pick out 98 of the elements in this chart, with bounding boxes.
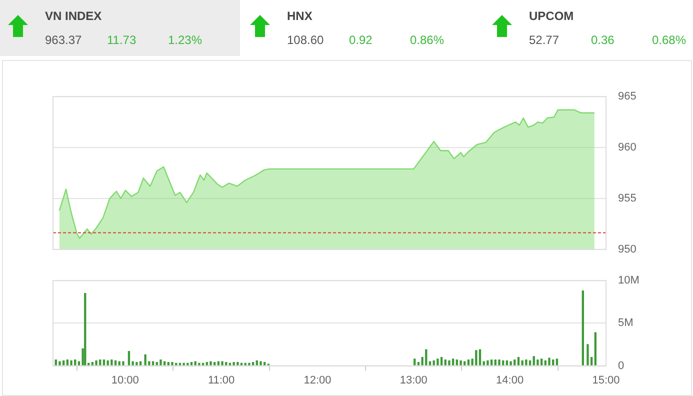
bar [525,360,528,366]
y-tick-label: 950 [618,243,636,256]
bar [122,361,124,366]
bar [452,358,454,366]
bar [136,362,138,366]
bar [436,358,439,366]
bar [540,358,543,366]
bar [490,360,493,366]
bar [54,360,57,366]
bar [152,361,154,366]
bar [486,360,489,366]
bar [594,332,596,366]
bar [460,360,462,366]
y-tick-label: 5M [618,317,634,330]
bar [206,362,208,366]
bar [552,360,554,366]
bar [217,361,220,366]
bar [144,354,146,366]
y-tick-label: 955 [618,192,636,204]
bar [99,360,102,366]
bar [582,290,584,366]
bar [440,356,443,366]
bar [517,356,520,366]
bar [475,350,478,366]
x-tick-label: 14:00 [496,374,524,386]
bar [428,361,432,366]
x-tick-label: 11:00 [208,374,235,386]
text: 52.77 [529,33,560,47]
bar [102,360,106,366]
bar [91,362,94,366]
text: UPCOM [529,9,574,23]
bar [190,362,193,366]
bar [156,362,158,366]
bar [510,361,512,366]
bar [264,362,266,366]
bar [84,293,86,366]
bar [213,362,216,366]
text: 0.92 [349,33,372,47]
bar [464,361,466,366]
text: HNX [287,9,312,23]
y-tick-label: 960 [618,142,636,154]
bar [70,360,72,366]
bar [160,360,162,366]
bar [110,360,113,366]
bar [171,362,174,366]
bar [414,358,416,366]
bar [118,361,120,366]
bar [66,360,69,366]
bar [236,362,239,366]
x-tick-label: 13:00 [400,374,428,386]
bar [478,349,482,366]
text: VN INDEX [45,9,102,23]
bar [232,362,235,366]
bar [210,361,212,366]
bar [586,344,589,366]
bar [106,360,109,366]
bar [448,360,450,366]
bar [225,362,228,366]
text: 0.86% [410,33,444,47]
y-tick-label: 0 [618,360,624,372]
bar [556,358,558,366]
bar [482,361,485,366]
bar [425,349,428,366]
bar [494,360,496,366]
bar [163,361,166,366]
bar [252,362,254,366]
text: 1.23% [168,33,202,47]
bar [139,361,142,366]
bar [456,360,458,366]
bar [198,362,200,366]
x-tick-label: 15:00 [592,374,620,386]
x-tick-label: 10:00 [111,374,139,386]
text: 11.73 [107,33,136,47]
bar [498,360,500,366]
bar [95,360,98,366]
bar [521,360,524,366]
y-tick-label: 965 [618,90,636,103]
bar [58,361,61,366]
bar [194,361,196,366]
text: 108.60 [287,33,324,47]
bar [182,362,185,366]
bar [444,360,446,366]
text: 0.36 [591,33,614,47]
bar [536,360,539,366]
y-tick-label: 10M [618,274,640,287]
x-tick-label: 12:00 [304,374,332,386]
bar [514,360,516,366]
bar [532,356,535,366]
text: 0.68% [652,33,686,47]
bar [248,362,250,366]
bar [260,361,262,366]
text: 963.37 [45,33,82,47]
bar [74,360,76,366]
bar [128,350,130,366]
bar [221,361,224,366]
bar [548,358,550,366]
bar [467,360,470,366]
bar [167,362,170,366]
